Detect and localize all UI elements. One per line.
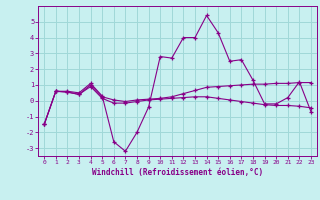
X-axis label: Windchill (Refroidissement éolien,°C): Windchill (Refroidissement éolien,°C) — [92, 168, 263, 177]
